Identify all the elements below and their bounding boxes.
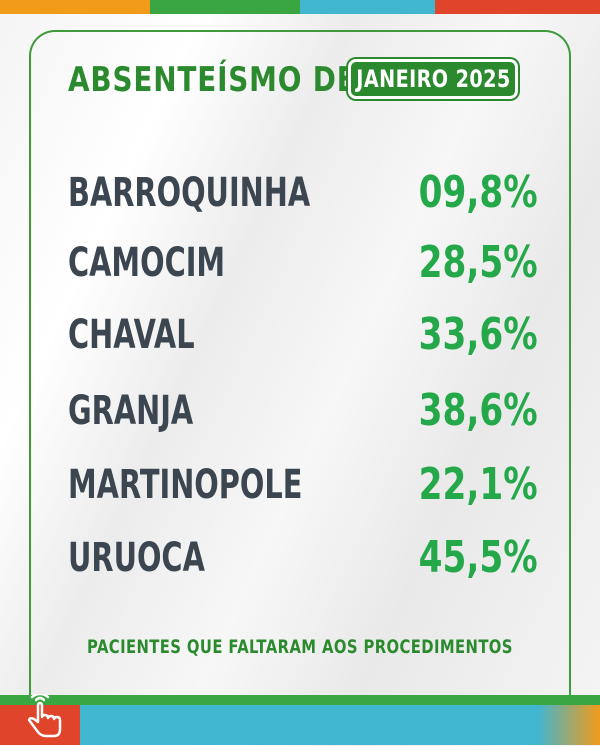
list-item: GRANJA 38,6% [0, 386, 600, 436]
strip-green [150, 0, 300, 14]
content-card [29, 30, 571, 702]
list-item: MARTINOPOLE 22,1% [0, 460, 600, 510]
hand-pointer-icon [22, 692, 70, 742]
city-name: URUOCA [68, 535, 205, 581]
bottom-red-block [0, 705, 80, 745]
month-badge: JANEIRO 2025 [348, 59, 518, 99]
list-item: BARROQUINHA 09,8% [0, 168, 600, 218]
title-row: ABSENTEÍSMO DE [68, 56, 420, 104]
month-badge-label: JANEIRO 2025 [355, 65, 511, 93]
bottom-green-bar [0, 695, 600, 705]
bottom-color-strip [0, 695, 600, 745]
list-item: URUOCA 45,5% [0, 533, 600, 583]
list-item: CAMOCIM 28,5% [0, 238, 600, 288]
page-title: ABSENTEÍSMO DE [68, 60, 357, 100]
city-name: GRANJA [68, 388, 194, 434]
absence-percent: 28,5% [418, 237, 538, 288]
absence-percent: 38,6% [418, 385, 538, 436]
city-name: BARROQUINHA [68, 170, 311, 216]
absence-percent: 33,6% [418, 309, 538, 360]
bottom-blue-block [80, 705, 600, 745]
footer-note-text: PACIENTES QUE FALTARAM AOS PROCEDIMENTOS [87, 636, 513, 658]
absence-percent: 09,8% [418, 167, 538, 218]
city-name: CAMOCIM [68, 240, 226, 286]
top-color-strip [0, 0, 600, 14]
list-item: CHAVAL 33,6% [0, 310, 600, 360]
strip-orange [0, 0, 150, 14]
absence-percent: 45,5% [418, 532, 538, 583]
city-name: CHAVAL [68, 312, 195, 358]
absence-percent: 22,1% [418, 459, 538, 510]
city-name: MARTINOPOLE [68, 462, 303, 508]
footer-note: PACIENTES QUE FALTARAM AOS PROCEDIMENTOS [0, 636, 600, 658]
strip-red [435, 0, 600, 14]
strip-blue [300, 0, 435, 14]
